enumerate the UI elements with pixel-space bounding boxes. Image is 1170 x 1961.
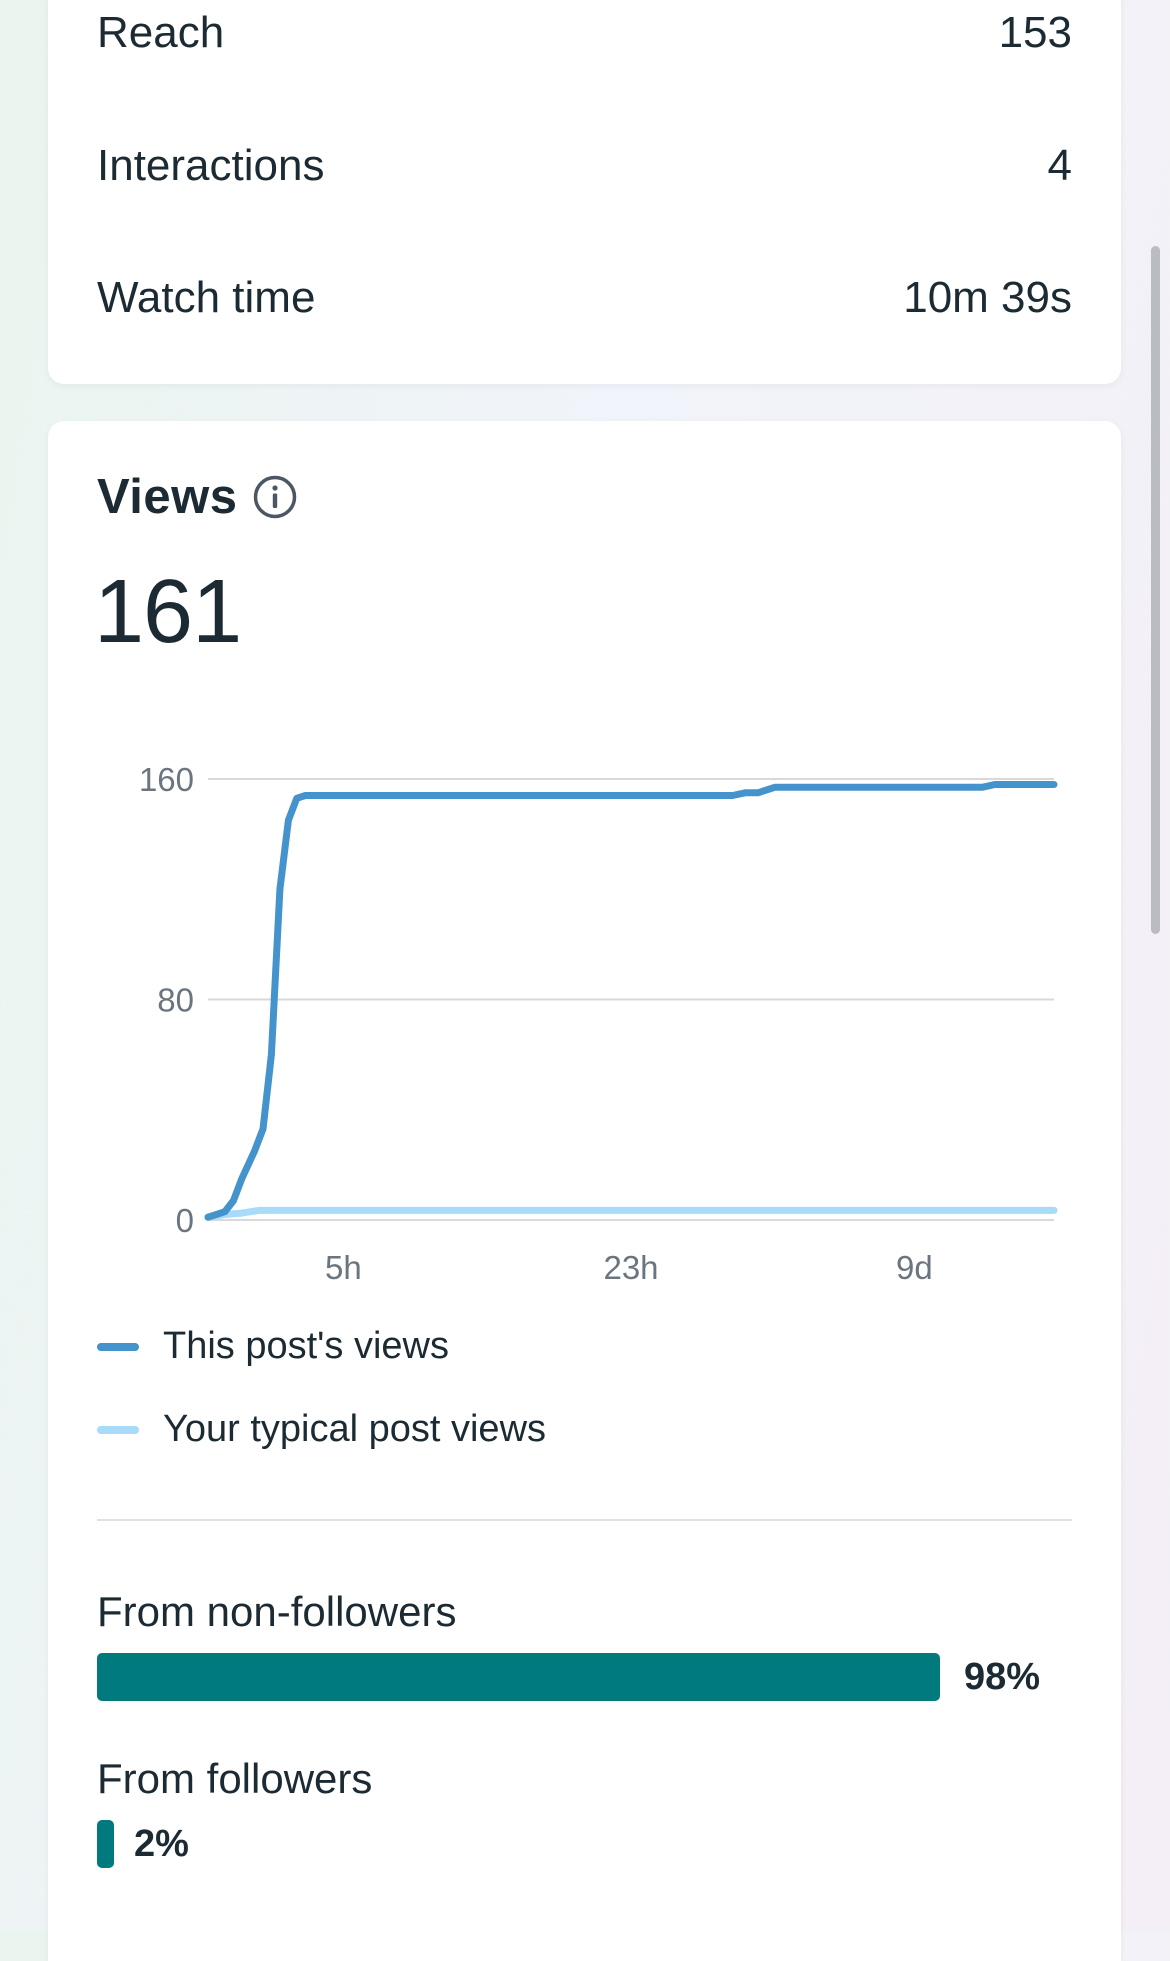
scrollbar[interactable]: [1151, 246, 1160, 934]
breakdown-percent-followers: 2%: [134, 1822, 189, 1865]
legend-item-typical-post: Your typical post views: [97, 1408, 546, 1451]
metric-value-watch-time: 10m 39s: [903, 273, 1072, 322]
views-title: Views: [97, 469, 298, 525]
section-divider: [97, 1519, 1072, 1521]
views-card: Views 161 0 80 160 5h 23h 9d This post's view…: [48, 421, 1121, 1961]
breakdown-row-non-followers: 98%: [97, 1652, 1072, 1702]
views-total: 161: [94, 562, 242, 662]
breakdown-label-non-followers: From non-followers: [97, 1588, 457, 1635]
legend-label-typical-post: Your typical post views: [163, 1408, 547, 1450]
legend-label-this-post: This post's views: [163, 1325, 450, 1367]
x-tick-label-9d: 9d: [896, 1249, 933, 1286]
info-circle-icon[interactable]: [252, 474, 298, 520]
y-tick-label-160: 160: [139, 761, 194, 798]
views-line-chart: 0 80 160 5h 23h 9d: [139, 761, 1058, 1286]
metric-value-reach: 153: [998, 8, 1072, 57]
legend-item-this-post: This post's views: [97, 1325, 449, 1368]
legend-swatch-typical-post: [97, 1425, 139, 1434]
metric-row-reach: Reach 153: [97, 3, 1072, 63]
metric-label-watch-time: Watch time: [97, 273, 316, 322]
breakdown-row-followers: 2%: [97, 1819, 1072, 1869]
legend-swatch-this-post: [97, 1342, 139, 1351]
series-line-this-post-views: [204, 781, 1058, 1221]
breakdown-percent-non-followers: 98%: [964, 1655, 1041, 1698]
breakdown-bar-followers: [97, 1820, 114, 1868]
x-tick-label-5h: 5h: [325, 1249, 362, 1286]
y-tick-label-80: 80: [157, 982, 194, 1019]
x-tick-label-23h: 23h: [603, 1249, 658, 1286]
breakdown-bar-track-followers: [97, 1820, 114, 1868]
summary-metrics-card: Reach 153 Interactions 4 Watch time 10m …: [48, 0, 1121, 384]
metric-label-interactions: Interactions: [97, 141, 325, 190]
metric-row-watch-time: Watch time 10m 39s: [97, 268, 1072, 328]
series-line-typical-post-views: [204, 1206, 1058, 1221]
views-title-text: Views: [97, 470, 238, 524]
metric-label-reach: Reach: [97, 8, 225, 57]
y-tick-label-0: 0: [176, 1202, 194, 1239]
metric-value-interactions: 4: [1047, 141, 1072, 190]
breakdown-bar-non-followers: [97, 1653, 940, 1701]
breakdown-bar-track-non-followers: [97, 1653, 940, 1701]
breakdown-label-followers: From followers: [97, 1755, 373, 1802]
metric-row-interactions: Interactions 4: [97, 136, 1072, 196]
